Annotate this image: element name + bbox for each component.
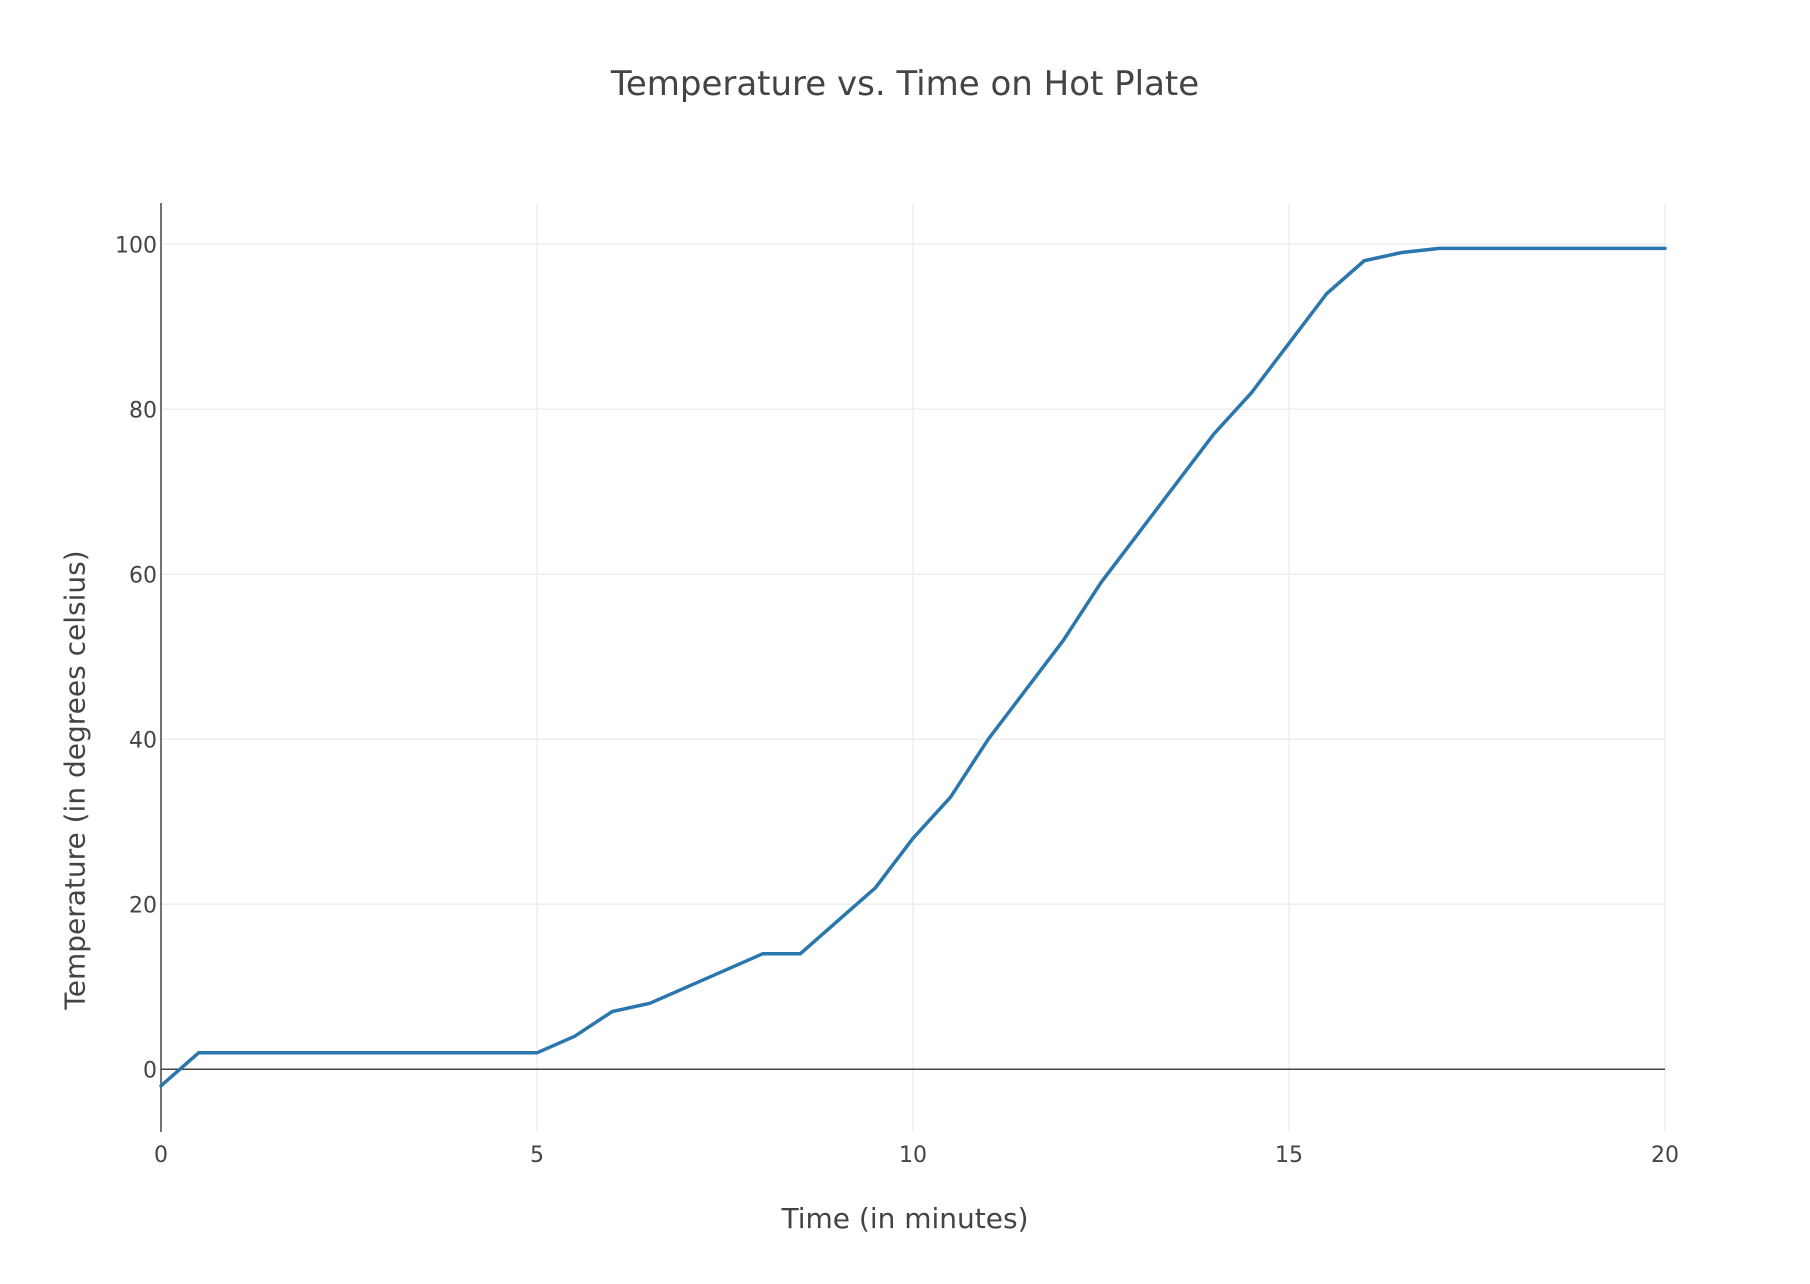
y-tick-label: 20	[129, 893, 157, 918]
x-tick-label: 5	[530, 1143, 544, 1168]
tick-labels: 0 5 10 15 20 0 20 40 60 80 100	[115, 233, 1679, 1168]
axes	[160, 203, 1665, 1132]
x-tick-label: 10	[899, 1143, 927, 1168]
x-axis-title: Time (in minutes)	[781, 1202, 1029, 1235]
x-tick-label: 15	[1275, 1143, 1303, 1168]
temperature-line	[159, 246, 1667, 1088]
y-tick-label: 60	[129, 563, 157, 588]
chart-title: Temperature vs. Time on Hot Plate	[610, 64, 1200, 104]
x-tick-label: 0	[154, 1143, 168, 1168]
series	[159, 246, 1667, 1088]
grid-lines	[161, 203, 1666, 1132]
y-tick-label: 100	[115, 233, 157, 258]
y-tick-label: 80	[129, 398, 157, 423]
y-axis-title: Temperature (in degrees celsius)	[58, 550, 92, 1010]
x-tick-label: 20	[1651, 1143, 1679, 1168]
y-tick-label: 0	[143, 1058, 157, 1083]
y-tick-label: 40	[129, 728, 157, 753]
